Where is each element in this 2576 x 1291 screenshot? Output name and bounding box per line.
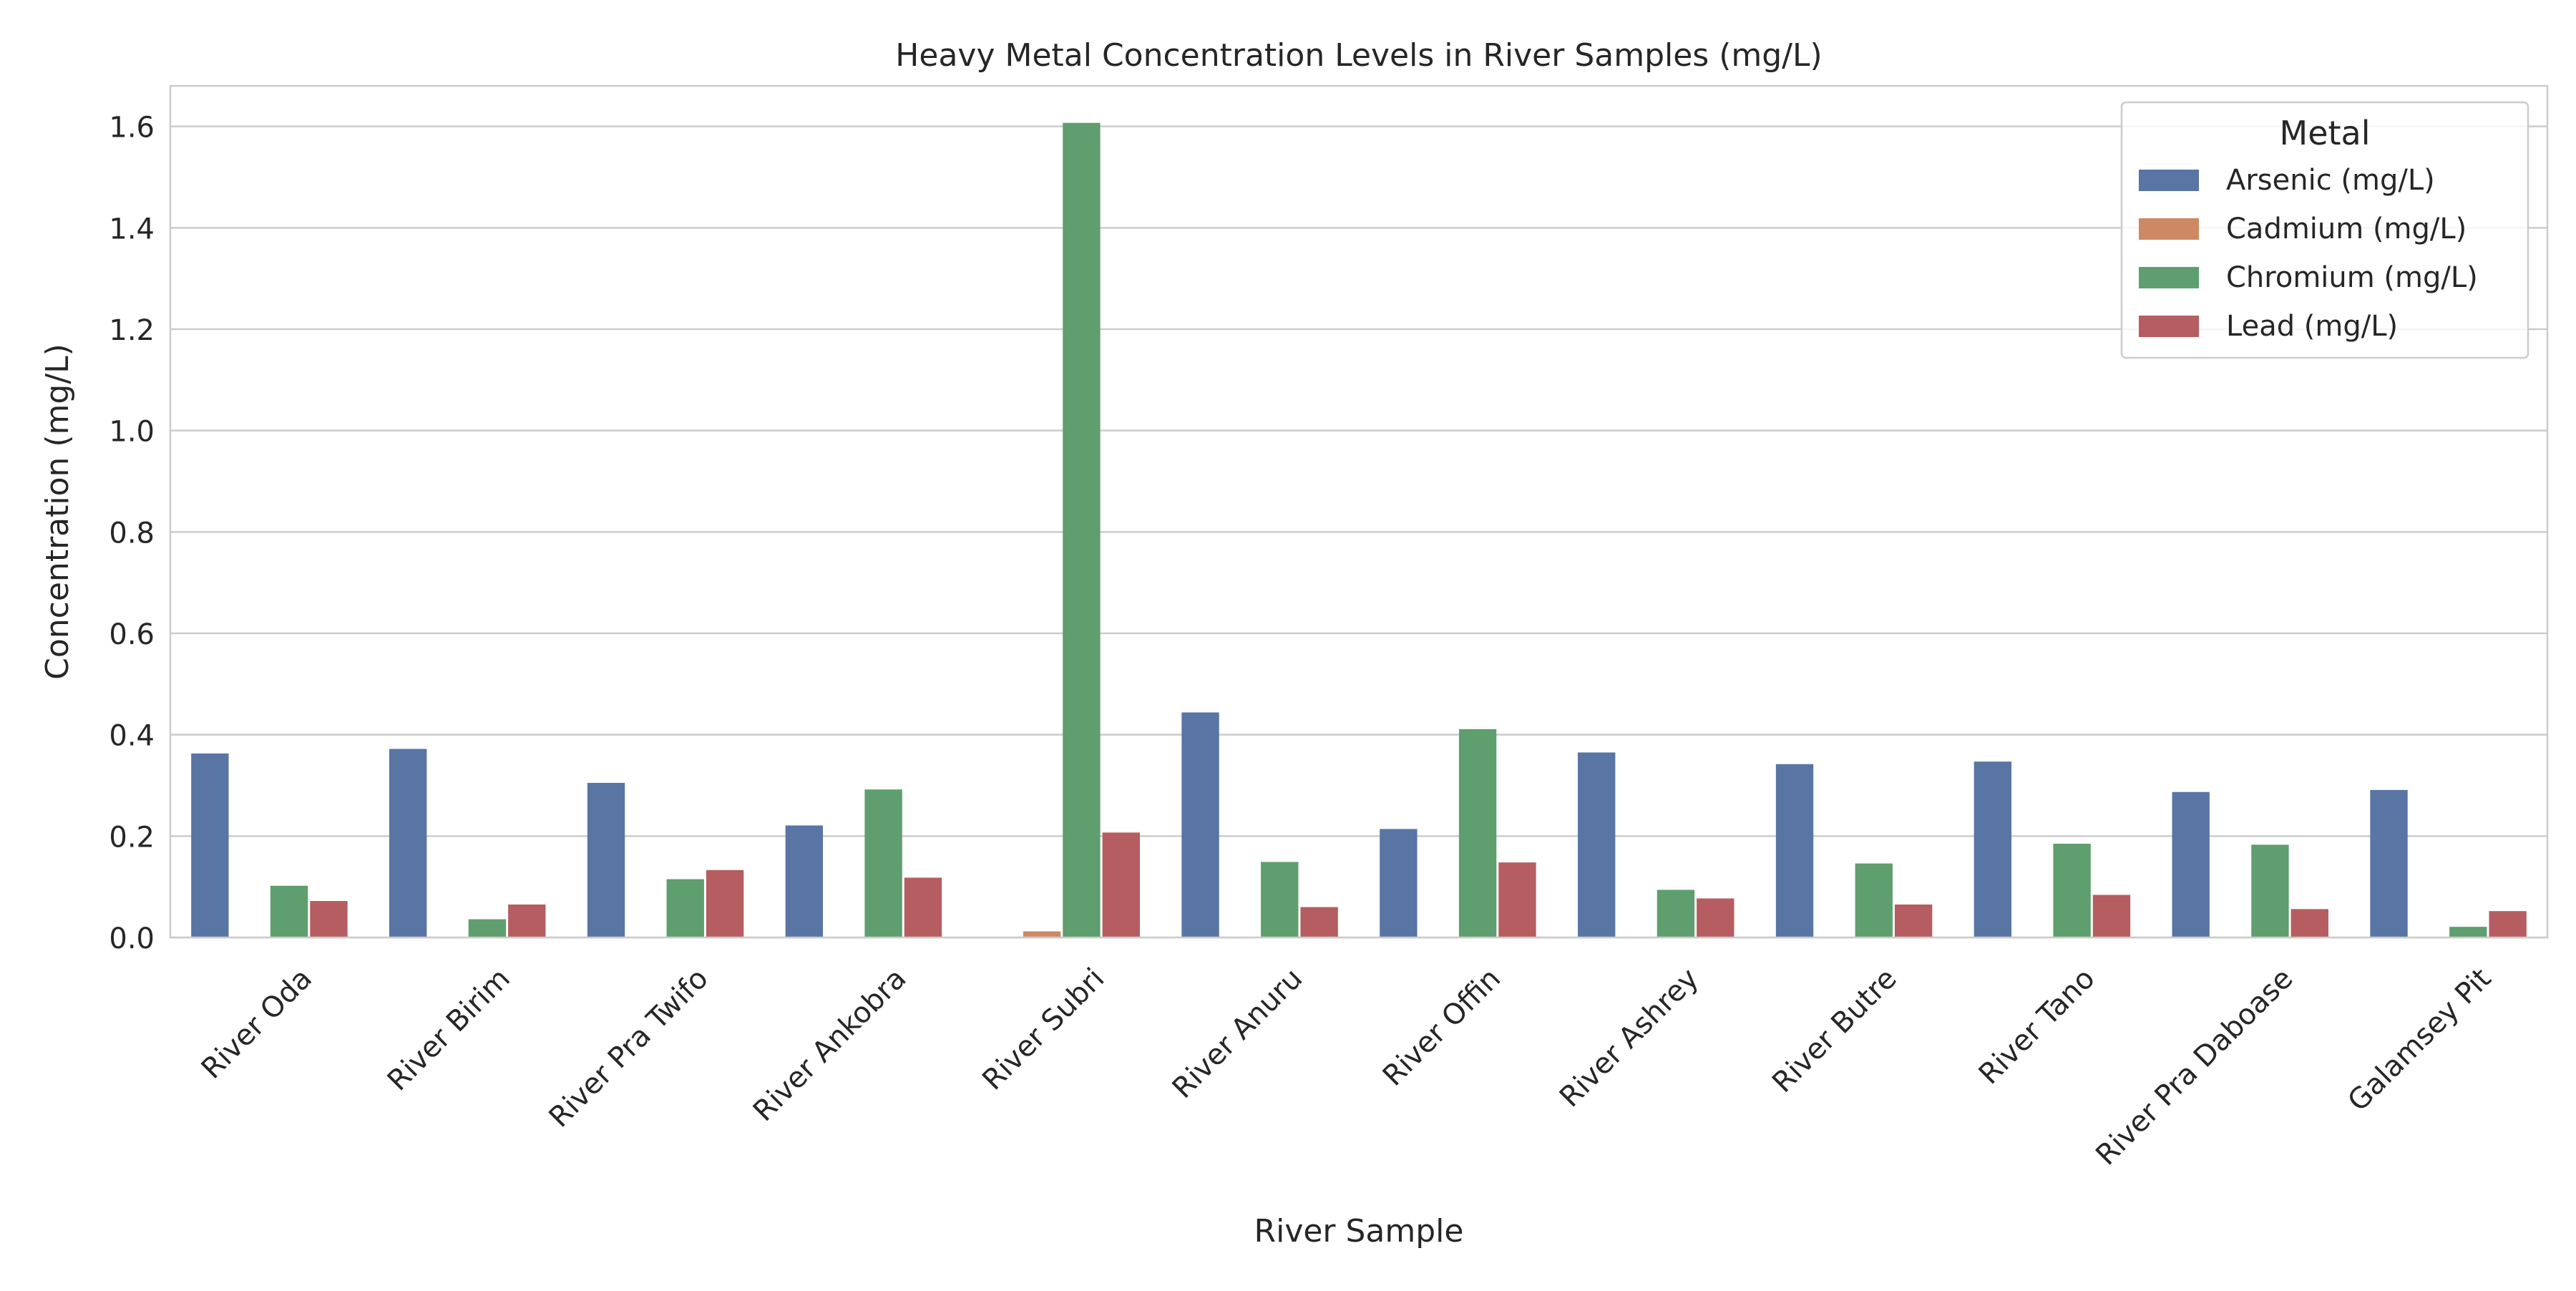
x-tick-label: River Butre	[1766, 962, 1903, 1099]
bar-lead-3	[904, 877, 942, 937]
bar-chromium-3	[864, 789, 902, 937]
bar-lead-8	[1894, 904, 1933, 937]
x-axis-label: River Sample	[1254, 1213, 1464, 1249]
y-tick-label: 1.2	[109, 314, 155, 347]
bar-arsenic-0	[191, 753, 229, 937]
y-tick-label: 0.4	[109, 720, 155, 753]
x-tick-label: River Pra Daboase	[2089, 962, 2299, 1171]
legend-title: Metal	[2280, 114, 2371, 152]
bar-chromium-10	[2251, 844, 2289, 937]
y-tick-label: 0.2	[109, 821, 155, 854]
bar-chromium-4	[1063, 122, 1101, 937]
bar-chromium-5	[1261, 862, 1299, 937]
bar-lead-5	[1300, 907, 1338, 937]
legend-label: Chromium (mg/L)	[2226, 261, 2478, 294]
bar-cadmium-4	[1023, 931, 1061, 937]
legend-label: Cadmium (mg/L)	[2226, 213, 2467, 245]
y-tick-label: 0.6	[109, 618, 155, 651]
bar-chromium-9	[2053, 843, 2091, 937]
x-tick-label: River Subri	[976, 962, 1111, 1096]
legend-label: Arsenic (mg/L)	[2226, 164, 2435, 197]
legend-swatch	[2139, 267, 2199, 288]
bar-chromium-6	[1458, 729, 1497, 937]
x-tick-label: River Pra Twifo	[543, 962, 715, 1134]
bar-lead-2	[706, 869, 744, 937]
bar-arsenic-10	[2172, 791, 2210, 937]
bar-arsenic-2	[587, 782, 625, 937]
x-tick-label: River Oda	[195, 962, 318, 1085]
bar-chromium-7	[1657, 890, 1695, 937]
x-tick-label: Galamsey Pit	[2341, 962, 2497, 1118]
legend-swatch	[2139, 316, 2199, 337]
bar-chromium-1	[468, 919, 507, 937]
x-tick-label: River Anuru	[1166, 962, 1309, 1105]
legend-box	[2120, 101, 2529, 359]
bars	[191, 122, 2527, 937]
y-tick-label: 0.8	[109, 517, 155, 550]
plot-frame	[169, 84, 2549, 939]
bar-chromium-11	[2449, 927, 2487, 937]
bar-lead-4	[1102, 832, 1140, 937]
bar-chromium-0	[270, 885, 308, 937]
chart-title: Heavy Metal Concentration Levels in Rive…	[895, 37, 1822, 74]
bar-lead-6	[1498, 862, 1536, 937]
bar-arsenic-3	[785, 825, 824, 937]
x-tick-label: River Offin	[1377, 962, 1507, 1092]
bar-arsenic-5	[1181, 712, 1219, 937]
y-tick-label: 0.0	[109, 922, 155, 955]
y-tick-label: 1.0	[109, 416, 155, 449]
bar-lead-0	[310, 901, 348, 937]
y-tick-labels: 0.0 0.2 0.4 0.6 0.8 1.0 1.2 1.4 1.6	[109, 112, 155, 955]
bar-arsenic-1	[389, 749, 427, 937]
grid-lines	[170, 125, 2547, 939]
x-tick-label: River Ankobra	[747, 962, 913, 1128]
x-tick-label: River Birim	[381, 962, 517, 1097]
y-tick-label: 1.4	[109, 213, 155, 245]
x-tick-label: River Ashrey	[1553, 962, 1705, 1114]
x-tick-labels: River Oda River Birim River Pra Twifo River…	[195, 962, 2498, 1171]
bar-lead-11	[2489, 911, 2527, 937]
x-tick-label: River Tano	[1973, 962, 2102, 1091]
bar-lead-9	[2092, 895, 2131, 937]
y-tick-label: 1.6	[109, 112, 155, 145]
y-axis-label: Concentration (mg/L)	[39, 344, 76, 680]
bar-chromium-8	[1855, 863, 1893, 937]
bar-arsenic-11	[2370, 789, 2408, 937]
bar-arsenic-7	[1578, 752, 1616, 937]
bar-chromium-2	[666, 879, 704, 937]
bar-lead-7	[1697, 898, 1735, 937]
legend-items: Arsenic (mg/L) Cadmium (mg/L) Chromium (mg…	[2139, 164, 2478, 343]
legend-label: Lead (mg/L)	[2226, 310, 2398, 343]
bar-lead-1	[508, 904, 546, 937]
bar-arsenic-6	[1380, 829, 1418, 937]
bar-arsenic-9	[1974, 761, 2012, 937]
bar-lead-10	[2290, 909, 2328, 937]
legend-swatch	[2139, 218, 2199, 240]
legend-swatch	[2139, 170, 2199, 191]
bar-arsenic-8	[1775, 764, 1814, 937]
legend: Metal Arsenic (mg/L) Cadmium (mg/L) Chromi…	[2120, 101, 2529, 359]
